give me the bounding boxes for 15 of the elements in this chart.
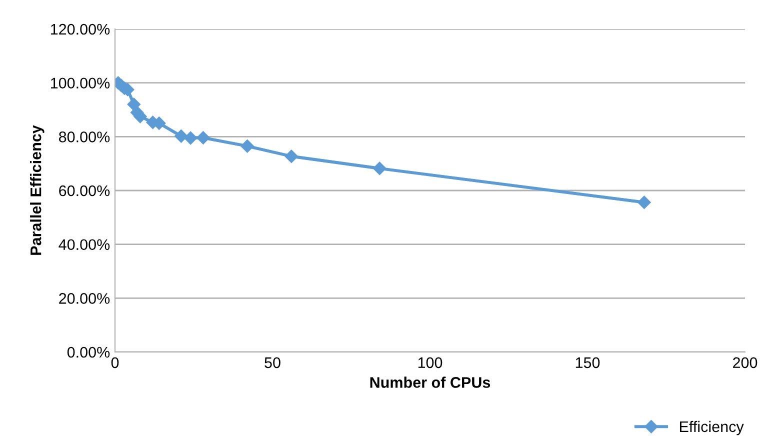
legend-label: Efficiency bbox=[680, 420, 744, 436]
y-tick-label: 80.00% bbox=[58, 132, 110, 142]
x-axis-title: Number of CPUs bbox=[370, 376, 490, 388]
x-tick-label: 150 bbox=[576, 357, 600, 368]
y-tick-label: 20.00% bbox=[59, 293, 110, 304]
x-tick-label: 0 bbox=[111, 357, 119, 368]
x-tick-label: 100 bbox=[418, 357, 442, 368]
y-tick-label: 0.00% bbox=[67, 346, 110, 358]
x-tick-label: 50 bbox=[264, 357, 280, 368]
y-tick-label: 40.00% bbox=[58, 239, 110, 250]
y-tick-label: 100.00% bbox=[50, 78, 110, 89]
y-axis-title: Parallel Efficiency bbox=[30, 125, 44, 255]
y-tick-label: 120.00% bbox=[50, 24, 110, 35]
y-tick-label: 60.00% bbox=[59, 185, 110, 196]
x-tick-label: 200 bbox=[733, 357, 758, 368]
